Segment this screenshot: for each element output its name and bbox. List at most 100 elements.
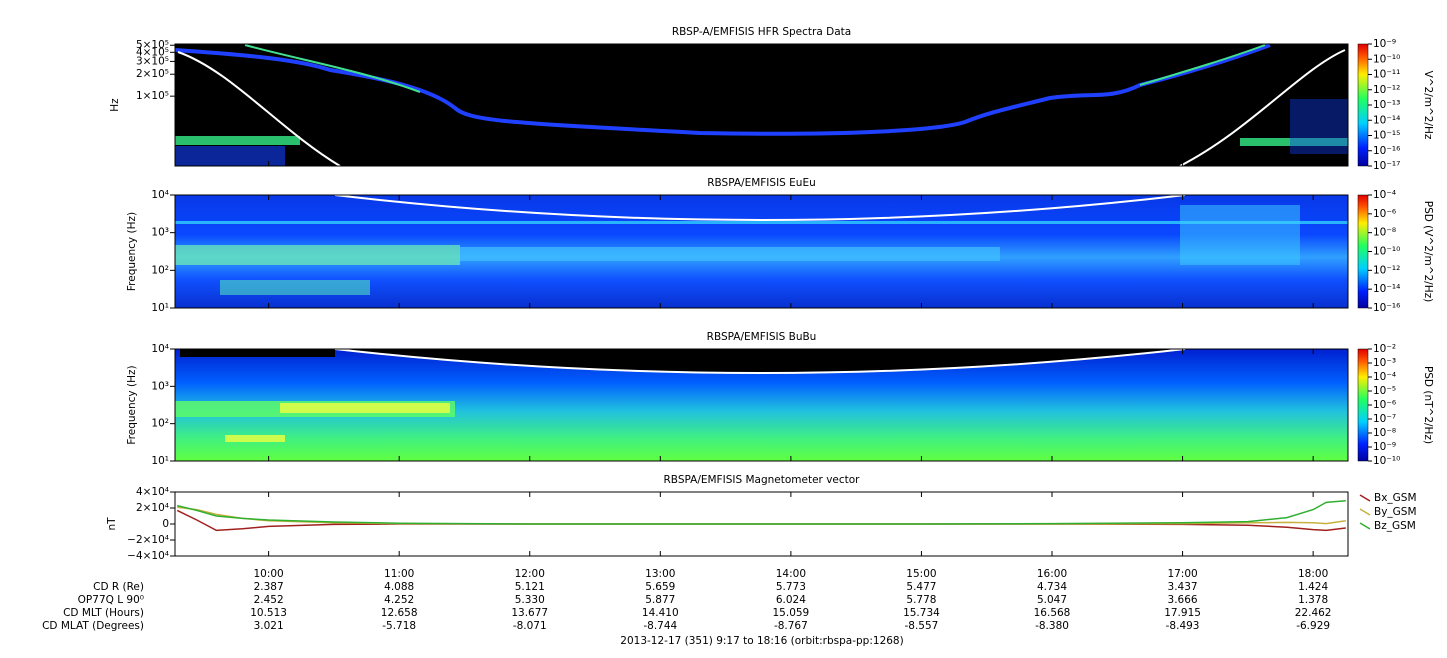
colorbar-tick-label: 10⁻⁹ bbox=[1373, 38, 1396, 50]
ephemeris-value: 6.024 bbox=[776, 594, 806, 606]
colorbar-tick-label: 10⁻¹³ bbox=[1373, 99, 1400, 111]
series-line bbox=[177, 506, 1346, 525]
colorbar-tick-label: 10⁻¹² bbox=[1373, 84, 1400, 96]
y-axis-label: Frequency (Hz) bbox=[126, 365, 138, 444]
panel-frame bbox=[174, 43, 1349, 167]
ephemeris-value: 5.877 bbox=[645, 594, 675, 606]
colorbar-tick-label: 10⁻⁶ bbox=[1373, 208, 1396, 220]
y-tick-label: 10² bbox=[151, 418, 169, 430]
ephemeris-value: 2.452 bbox=[254, 594, 284, 606]
colorbar-tick-label: 10⁻⁹ bbox=[1373, 441, 1396, 453]
colorbar-tick-label: 10⁻⁴ bbox=[1373, 189, 1396, 201]
ephemeris-value: -5.718 bbox=[382, 620, 416, 632]
spectrogram-background bbox=[175, 44, 1348, 166]
spectrogram-band bbox=[280, 403, 450, 413]
y-tick-label: 2×10⁵ bbox=[136, 68, 169, 80]
spectrogram-band bbox=[460, 247, 1000, 261]
colorbar-tick-label: 10⁻⁴ bbox=[1373, 371, 1396, 383]
ephemeris-value: -8.767 bbox=[774, 620, 808, 632]
ephemeris-value: -6.929 bbox=[1296, 620, 1330, 632]
spectrogram-band bbox=[225, 435, 285, 442]
ephemeris-label: CD R (Re) bbox=[93, 581, 144, 593]
ephemeris-value: 1.424 bbox=[1298, 581, 1328, 593]
series-line bbox=[176, 509, 1346, 532]
ephemeris-label: CD MLT (Hours) bbox=[63, 607, 144, 619]
colorbar-label: PSD (nT^2/Hz) bbox=[1422, 366, 1434, 444]
spectrogram-noise bbox=[175, 146, 285, 166]
ephemeris-value: 14.410 bbox=[642, 607, 679, 619]
plasma-line bbox=[1179, 49, 1346, 167]
ephemeris-value: 15.059 bbox=[773, 607, 810, 619]
ephemeris-value: 1.378 bbox=[1298, 594, 1328, 606]
colorbar-tick-label: 10⁻¹⁰ bbox=[1373, 455, 1400, 467]
y-tick-label: 10⁴ bbox=[151, 189, 169, 201]
y-axis-label: Frequency (Hz) bbox=[126, 212, 138, 291]
ephemeris-value: 4.734 bbox=[1037, 581, 1067, 593]
y-tick-label: 3×10⁵ bbox=[136, 55, 169, 67]
ephemeris-value: 2.387 bbox=[254, 581, 284, 593]
spectrogram-void bbox=[180, 349, 335, 357]
legend-label: By_GSM bbox=[1374, 506, 1417, 518]
y-tick-label: 0 bbox=[162, 518, 169, 530]
panel-title: RBSPA/EMFISIS BuBu bbox=[707, 331, 817, 343]
ephemeris-value: 5.778 bbox=[906, 594, 936, 606]
plasma-line bbox=[334, 194, 1186, 221]
colorbar-tick-label: 10⁻³ bbox=[1373, 357, 1396, 369]
ephemeris-value: 3.021 bbox=[254, 620, 284, 632]
ephemeris-value: 17.915 bbox=[1164, 607, 1201, 619]
y-tick-label: 10¹ bbox=[151, 455, 169, 467]
y-tick-label: 10³ bbox=[151, 380, 169, 392]
series-line bbox=[177, 500, 1346, 525]
footer: 2013-12-17 (351) 9:17 to 18:16 (orbit:rb… bbox=[620, 635, 903, 647]
y-axis-label: nT bbox=[106, 517, 118, 531]
y-axis-label: Hz bbox=[109, 98, 121, 112]
y-tick-label: −4×10⁴ bbox=[127, 550, 169, 562]
spectrogram-band bbox=[175, 245, 460, 265]
ephemeris-value: 13.677 bbox=[511, 607, 548, 619]
colorbar-tick-label: 10⁻⁸ bbox=[1373, 227, 1396, 239]
colorbar-label: PSD (V^2/m^2/Hz) bbox=[1422, 201, 1434, 302]
colorbar-tick-label: 10⁻¹² bbox=[1373, 264, 1400, 276]
y-tick-label: 2×10⁴ bbox=[136, 502, 169, 514]
ephemeris-value: 5.477 bbox=[906, 581, 936, 593]
ephemeris-value: 16.568 bbox=[1034, 607, 1071, 619]
panel-title: RBSP-A/EMFISIS HFR Spectra Data bbox=[672, 26, 851, 38]
ephemeris-value: 5.047 bbox=[1037, 594, 1067, 606]
ephemeris-value: 5.121 bbox=[515, 581, 545, 593]
ephemeris-value: 15.734 bbox=[903, 607, 940, 619]
legend-label: Bz_GSM bbox=[1374, 520, 1416, 532]
panel-title: RBSPA/EMFISIS Magnetometer vector bbox=[664, 474, 861, 486]
ephemeris-value: 4.252 bbox=[384, 594, 414, 606]
ephemeris-label: CD MLAT (Degrees) bbox=[42, 620, 144, 632]
colorbar bbox=[1357, 194, 1369, 309]
plasma-line bbox=[177, 51, 341, 167]
colorbar-tick-label: 10⁻² bbox=[1373, 343, 1396, 355]
time-label: 14:00 bbox=[776, 568, 806, 580]
colorbar-tick-label: 10⁻⁸ bbox=[1373, 427, 1396, 439]
ephemeris-value: -8.380 bbox=[1035, 620, 1069, 632]
legend-label: Bx_GSM bbox=[1374, 492, 1417, 504]
legend-swatch bbox=[1359, 522, 1371, 530]
y-tick-label: 10³ bbox=[151, 227, 169, 239]
ephemeris-value: 5.330 bbox=[515, 594, 545, 606]
spectrogram-band bbox=[175, 221, 1348, 224]
colorbar-tick-label: 10⁻¹⁶ bbox=[1373, 145, 1400, 157]
ephemeris-value: 12.658 bbox=[381, 607, 418, 619]
panel-frame bbox=[174, 348, 1349, 462]
ephemeris-value: -8.493 bbox=[1166, 620, 1200, 632]
colorbar-tick-label: 10⁻⁷ bbox=[1373, 413, 1396, 425]
ephemeris-label: OP77Q L 90⁰ bbox=[78, 594, 144, 606]
legend-swatch bbox=[1359, 494, 1371, 502]
ephemeris-value: -8.557 bbox=[905, 620, 939, 632]
spectrogram-band bbox=[174, 43, 1271, 136]
ephemeris-value: 3.666 bbox=[1168, 594, 1198, 606]
colorbar-tick-label: 10⁻¹⁷ bbox=[1373, 160, 1400, 172]
time-label: 13:00 bbox=[645, 568, 675, 580]
colorbar bbox=[1357, 43, 1369, 167]
plasma-line bbox=[334, 348, 1186, 374]
ephemeris-value: -8.744 bbox=[643, 620, 677, 632]
colorbar-tick-label: 10⁻¹⁵ bbox=[1373, 130, 1400, 142]
y-tick-label: 10⁴ bbox=[151, 343, 169, 355]
ephemeris-value: 5.773 bbox=[776, 581, 806, 593]
